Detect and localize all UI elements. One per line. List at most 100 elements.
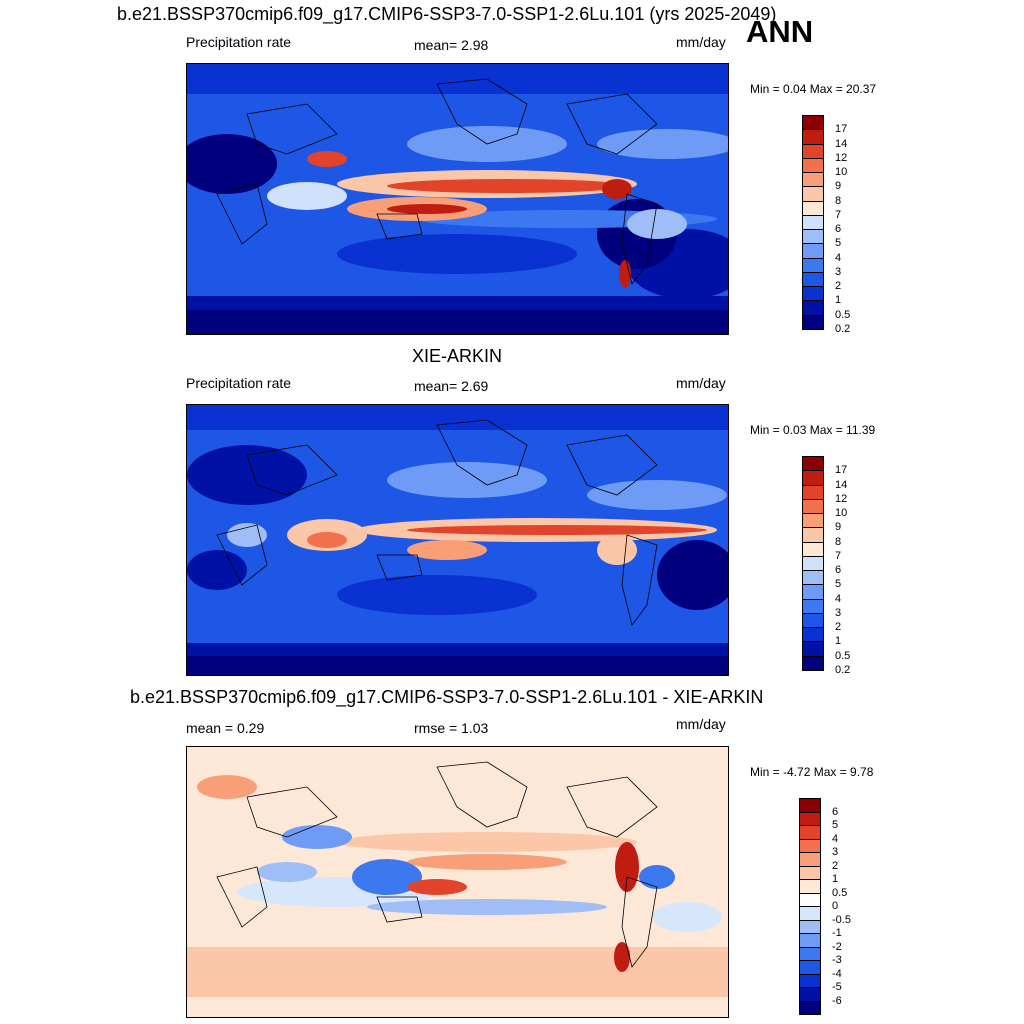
colorbar-3-tick-label: 4 [832, 832, 839, 845]
colorbar-3-tick-label: 1 [832, 873, 839, 885]
colorbar-1-tick-label: 9 [835, 180, 842, 193]
colorbar-2-swatch-3 [802, 498, 824, 515]
colorbar-1-swatch-6 [802, 200, 824, 216]
colorbar-3-swatch-11 [799, 946, 821, 961]
colorbar-2-tick-label: 2 [835, 621, 842, 634]
colorbar-3-tick-label: 2 [832, 859, 839, 872]
colorbar-2-swatch-6 [802, 541, 824, 557]
colorbar-1-swatch-13 [802, 300, 824, 316]
colorbar-3-tick-label: -2 [832, 940, 842, 953]
colorbar-2-tick-label: 4 [835, 592, 842, 605]
colorbar-2-swatch-2 [802, 484, 824, 500]
colorbar-3-swatch-12 [799, 960, 821, 975]
colorbar-3-swatch-10 [799, 933, 821, 948]
colorbar-2-swatch-5 [802, 527, 824, 543]
panel-2-map [186, 404, 729, 676]
colorbar-2-tick-label: 0.2 [835, 664, 851, 676]
colorbar-1-tick-label: 14 [835, 137, 848, 150]
panel-3-minmax-label: Min = -4.72 Max = 9.78 [750, 765, 874, 779]
colorbar-2-tick-label: 17 [835, 464, 848, 477]
panel-1-mean-label: mean= 2.98 [414, 37, 489, 53]
colorbar-1-swatch-4 [802, 172, 824, 188]
colorbar-1-tick-label: 4 [835, 251, 842, 264]
colorbar-2-swatch-10 [802, 598, 824, 614]
colorbar-3-swatch-15 [799, 1000, 821, 1015]
panel-3-map [186, 746, 729, 1018]
colorbar-1-tick-label: 1 [835, 294, 842, 307]
panel-3-mean-label: mean = 0.29 [186, 720, 265, 736]
panel-3-map-svg [187, 747, 728, 1017]
colorbar-2-swatch-14 [802, 655, 824, 671]
panel-2-colorbar: 17 14 12 10 9 8 7 6 5 4 3 2 1 0.5 0.2 [802, 456, 862, 676]
panel-2-variable-label: Precipitation rate [186, 375, 292, 391]
colorbar-2-swatch-11 [802, 612, 824, 629]
colorbar-2-swatch-7 [802, 555, 824, 572]
colorbar-2-swatch-13 [802, 641, 824, 657]
colorbar-2-swatch-0 [802, 456, 824, 472]
panel-1-title: b.e21.BSSP370cmip6.f09_g17.CMIP6-SSP3-7.… [117, 4, 777, 24]
colorbar-1-tick-label: 7 [835, 208, 842, 221]
panel-1-map [186, 63, 729, 335]
colorbar-2-tick-label: 6 [835, 564, 842, 577]
colorbar-1-tick-label: 12 [835, 151, 848, 164]
colorbar-3-tick-label: -0.5 [832, 913, 851, 926]
colorbar-1-tick-label: 2 [835, 280, 842, 293]
colorbar-1-tick-label: 0.2 [835, 323, 851, 335]
panel-1-map-svg [187, 64, 728, 334]
panel-2-minmax-label: Min = 0.03 Max = 11.39 [750, 423, 876, 437]
panel-3-rmse-label: rmse = 1.03 [414, 720, 489, 736]
colorbar-1-swatch-10 [802, 257, 824, 273]
colorbar-1-swatch-7 [802, 214, 824, 231]
colorbar-1-swatch-12 [802, 286, 824, 302]
colorbar-1-swatch-11 [802, 271, 824, 288]
colorbar-3-tick-label: -4 [832, 967, 842, 980]
colorbar-3-tick-label: -6 [832, 994, 842, 1007]
colorbar-1-swatch-8 [802, 229, 824, 245]
colorbar-2-tick-label: 8 [835, 535, 842, 548]
colorbar-1-swatch-14 [802, 314, 824, 330]
colorbar-1-tick-label: 5 [835, 237, 842, 250]
colorbar-3-tick-label: 0.5 [832, 886, 848, 899]
colorbar-2-swatch-8 [802, 570, 824, 586]
colorbar-1-swatch-5 [802, 186, 824, 202]
colorbar-3-swatch-8 [799, 906, 821, 921]
colorbar-2-tick-label: 14 [835, 478, 848, 491]
panel-2-units-label: mm/day [676, 375, 726, 391]
colorbar-2-tick-label: 5 [835, 578, 842, 591]
colorbar-2-tick-label: 9 [835, 521, 842, 534]
colorbar-1-swatch-1 [802, 129, 824, 145]
colorbar-1-swatch-9 [802, 243, 824, 259]
colorbar-1-swatch-3 [802, 157, 824, 174]
colorbar-1-tick-label: 0.5 [835, 308, 851, 321]
panel-1-colorbar: 17 14 12 10 9 8 7 6 5 4 3 2 1 0.5 0.2 [802, 115, 862, 335]
colorbar-3-swatch-13 [799, 973, 821, 988]
colorbar-2-tick-label: 1 [835, 635, 842, 648]
colorbar-3-tick-label: 3 [832, 846, 839, 858]
colorbar-3-tick-label: 6 [832, 805, 839, 818]
panel-1-units-label: mm/day [676, 34, 726, 50]
colorbar-3-swatch-6 [799, 879, 821, 894]
panel-2-title: XIE-ARKIN [412, 346, 503, 366]
panel-3-colorbar: 6 5 4 3 2 1 0.5 0 -0.5 -1 -2 -3 -4 -5 -6 [799, 798, 859, 1015]
colorbar-3-swatch-14 [799, 987, 821, 1002]
colorbar-3-swatch-9 [799, 919, 821, 934]
colorbar-2-swatch-1 [802, 470, 824, 486]
colorbar-2-tick-label: 3 [835, 606, 842, 619]
colorbar-3-swatch-7 [799, 892, 821, 907]
colorbar-2-swatch-12 [802, 627, 824, 643]
colorbar-1-tick-label: 8 [835, 194, 842, 207]
colorbar-1-swatch-0 [802, 115, 824, 131]
colorbar-2-swatch-4 [802, 513, 824, 529]
colorbar-2-tick-label: 7 [835, 549, 842, 562]
colorbar-3-swatch-3 [799, 838, 821, 853]
colorbar-1-tick-label: 3 [835, 265, 842, 278]
panel-2-map-svg [187, 405, 728, 675]
colorbar-2-swatch-9 [802, 584, 824, 600]
panel-3-title: b.e21.BSSP370cmip6.f09_g17.CMIP6-SSP3-7.… [130, 687, 764, 707]
colorbar-2-tick-label: 0.5 [835, 649, 851, 662]
colorbar-3-swatch-2 [799, 825, 821, 840]
colorbar-2-tick-label: 12 [835, 492, 848, 505]
panel-1-variable-label: Precipitation rate [186, 34, 292, 50]
season-label: ANN [746, 14, 814, 49]
colorbar-3-swatch-5 [799, 865, 821, 880]
